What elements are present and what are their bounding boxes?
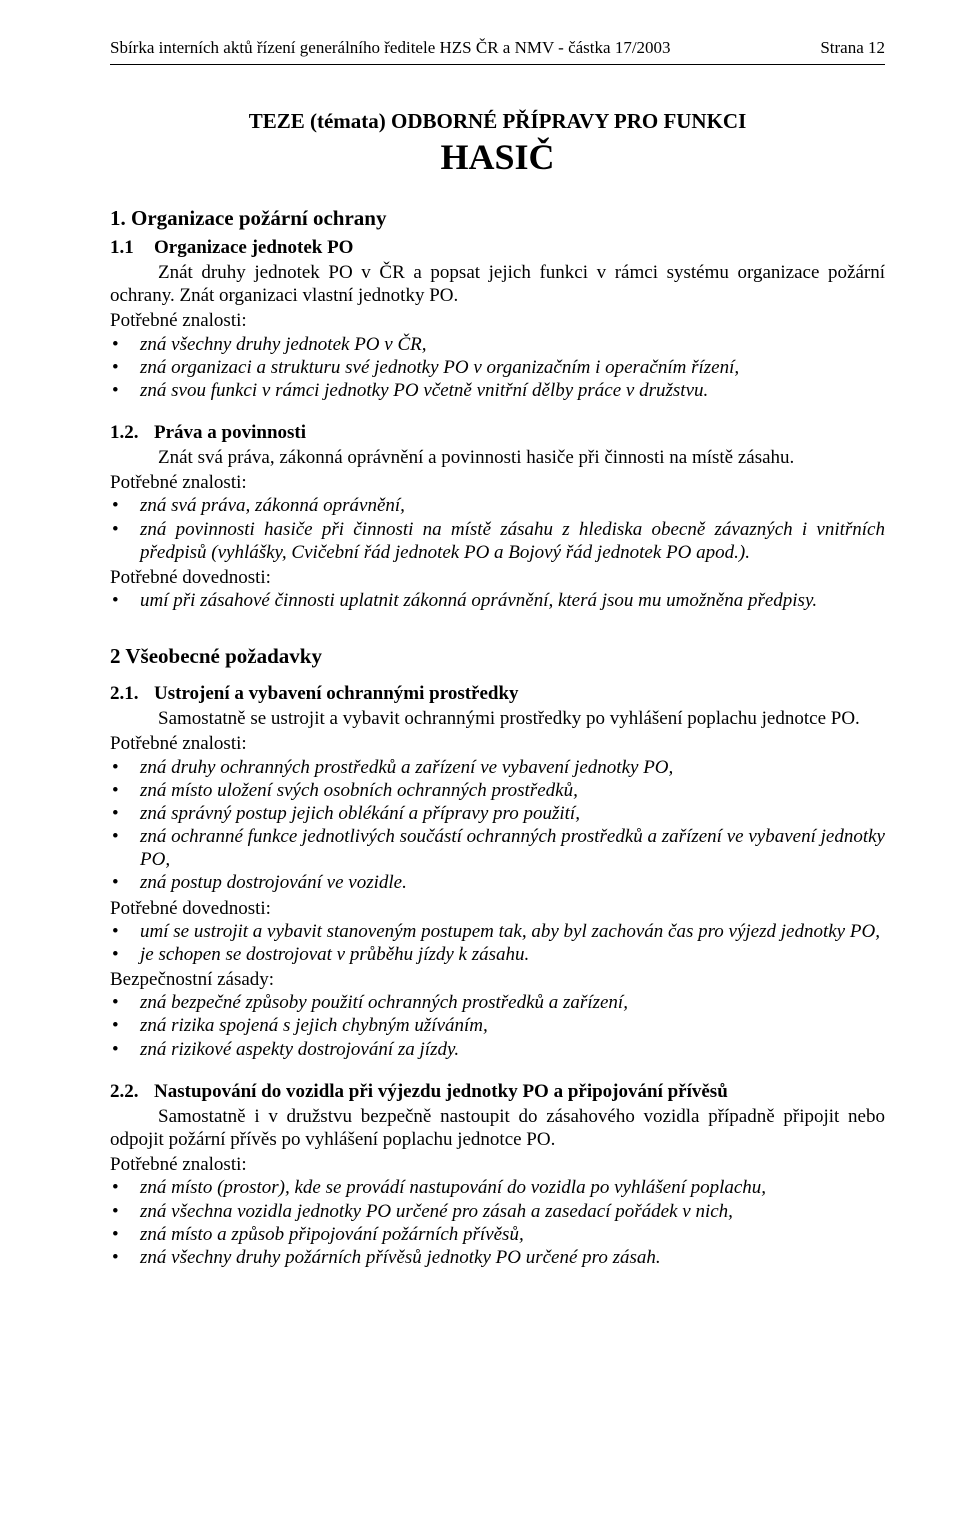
list-item: zná rizika spojená s jejich chybným užív… <box>110 1014 885 1037</box>
list-item: zná správný postup jejich oblékání a pří… <box>110 802 885 825</box>
pd-label: Potřebné dovednosti: <box>110 897 885 920</box>
subsection-2-2-body: Samostatně i v družstvu bezpečně nastoup… <box>110 1105 885 1151</box>
subsection-2-2-heading: 2.2. Nastupování do vozidla při výjezdu … <box>110 1081 885 1103</box>
doc-title-line2: HASIČ <box>110 136 885 178</box>
list-2-1-pd: umí se ustrojit a vybavit stanoveným pos… <box>110 920 885 966</box>
subsection-title: Práva a povinnosti <box>154 422 306 444</box>
subsection-num: 1.1 <box>110 237 142 259</box>
subsection-1-2-heading: 1.2. Práva a povinnosti <box>110 422 885 444</box>
pz-label: Potřebné znalosti: <box>110 1153 885 1176</box>
pz-label: Potřebné znalosti: <box>110 471 885 494</box>
list-item: zná všechny druhy jednotek PO v ČR, <box>110 333 885 356</box>
list-item: zná svou funkci v rámci jednotky PO včet… <box>110 379 885 402</box>
list-item: umí při zásahové činnosti uplatnit zákon… <box>110 589 885 612</box>
bz-label: Bezpečnostní zásady: <box>110 968 885 991</box>
page: Sbírka interních aktů řízení generálního… <box>0 0 960 1522</box>
list-1-2-pd: umí při zásahové činnosti uplatnit zákon… <box>110 589 885 612</box>
list-2-2-pz: zná místo (prostor), kde se provádí nast… <box>110 1176 885 1269</box>
list-2-1-pz: zná druhy ochranných prostředků a zaříze… <box>110 756 885 895</box>
list-item: zná místo (prostor), kde se provádí nast… <box>110 1176 885 1199</box>
pz-label: Potřebné znalosti: <box>110 309 885 332</box>
list-item: zná místo uložení svých osobních ochrann… <box>110 779 885 802</box>
list-2-1-bz: zná bezpečné způsoby použití ochranných … <box>110 991 885 1061</box>
list-1-2-pz: zná svá práva, zákonná oprávnění, zná po… <box>110 494 885 564</box>
list-item: zná ochranné funkce jednotlivých součást… <box>110 825 885 871</box>
subsection-2-1-body: Samostatně se ustrojit a vybavit ochrann… <box>110 707 885 730</box>
list-item: umí se ustrojit a vybavit stanoveným pos… <box>110 920 885 943</box>
list-item: zná druhy ochranných prostředků a zaříze… <box>110 756 885 779</box>
header-right: Strana 12 <box>820 38 885 58</box>
subsection-num: 1.2. <box>110 422 142 444</box>
list-item: zná rizikové aspekty dostrojování za jíz… <box>110 1038 885 1061</box>
list-item: zná bezpečné způsoby použití ochranných … <box>110 991 885 1014</box>
subsection-num: 2.2. <box>110 1081 142 1103</box>
subsection-num: 2.1. <box>110 683 142 705</box>
pd-label: Potřebné dovednosti: <box>110 566 885 589</box>
header-left: Sbírka interních aktů řízení generálního… <box>110 38 671 58</box>
list-item: zná místo a způsob připojování požárních… <box>110 1223 885 1246</box>
subsection-1-2-body: Znát svá práva, zákonná oprávnění a povi… <box>110 446 885 469</box>
doc-title-line1: TEZE (témata) ODBORNÉ PŘÍPRAVY PRO FUNKC… <box>110 109 885 134</box>
subsection-2-1-heading: 2.1. Ustrojení a vybavení ochrannými pro… <box>110 683 885 705</box>
subsection-1-1-heading: 1.1 Organizace jednotek PO <box>110 237 885 259</box>
subsection-title: Nastupování do vozidla při výjezdu jedno… <box>154 1081 728 1103</box>
list-item: zná organizaci a strukturu své jednotky … <box>110 356 885 379</box>
list-item: je schopen se dostrojovat v průběhu jízd… <box>110 943 885 966</box>
list-item: zná svá práva, zákonná oprávnění, <box>110 494 885 517</box>
list-item: zná povinnosti hasiče při činnosti na mí… <box>110 518 885 564</box>
list-item: zná postup dostrojování ve vozidle. <box>110 871 885 894</box>
header-rule <box>110 64 885 65</box>
subsection-title: Organizace jednotek PO <box>154 237 353 259</box>
page-header: Sbírka interních aktů řízení generálního… <box>110 38 885 58</box>
pz-label: Potřebné znalosti: <box>110 732 885 755</box>
subsection-1-1-body: Znát druhy jednotek PO v ČR a popsat jej… <box>110 261 885 307</box>
subsection-title: Ustrojení a vybavení ochrannými prostřed… <box>154 683 519 705</box>
list-item: zná všechny druhy požárních přívěsů jedn… <box>110 1246 885 1269</box>
list-item: zná všechna vozidla jednotky PO určené p… <box>110 1200 885 1223</box>
section-1-heading: 1. Organizace požární ochrany <box>110 206 885 231</box>
section-2-heading: 2 Všeobecné požadavky <box>110 644 885 669</box>
list-1-1-pz: zná všechny druhy jednotek PO v ČR, zná … <box>110 333 885 403</box>
